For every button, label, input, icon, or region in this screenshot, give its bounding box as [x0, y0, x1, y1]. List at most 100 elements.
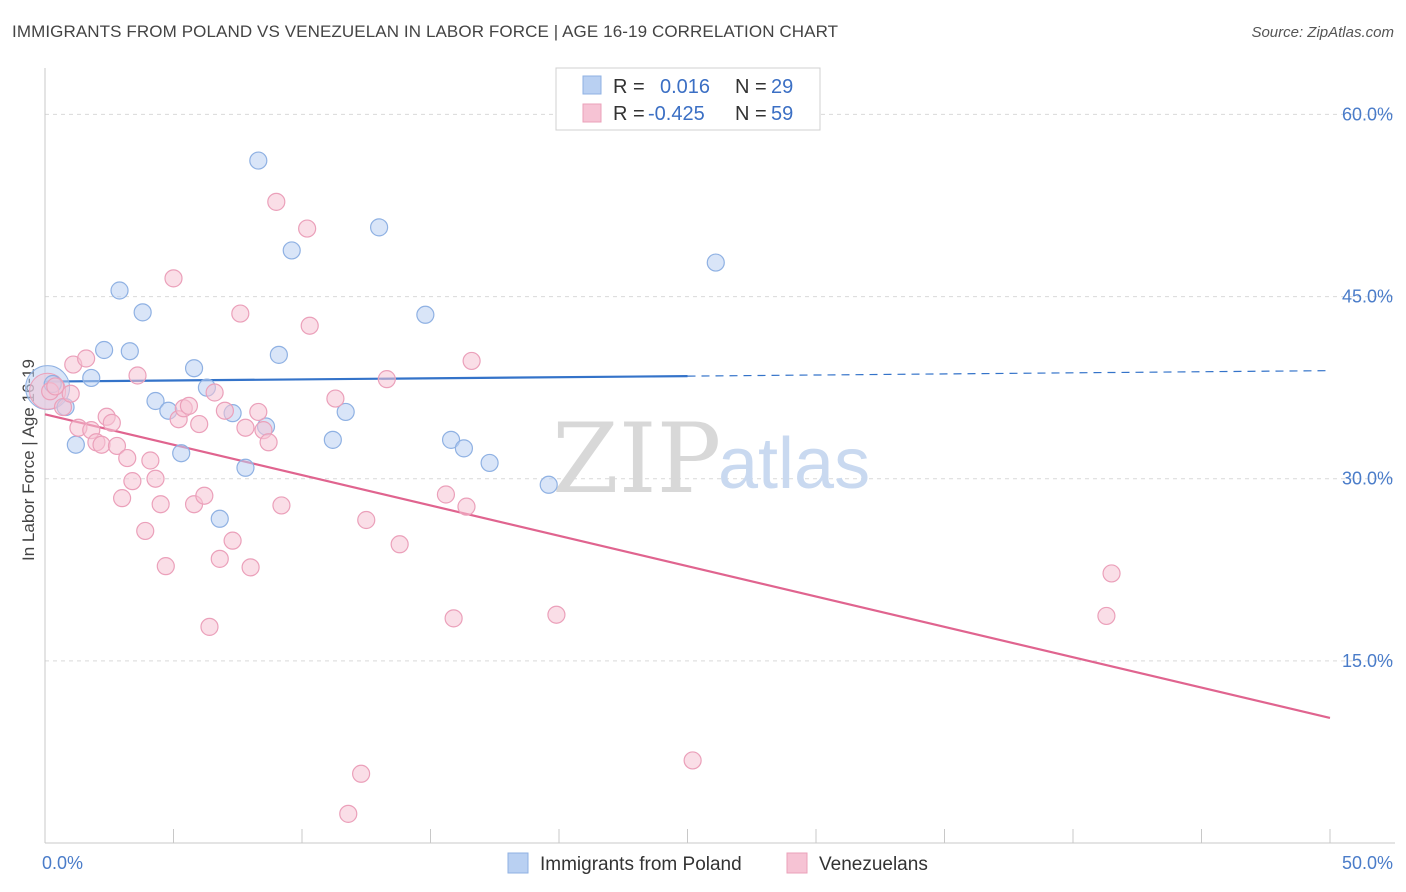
- point-venezuelans-12: [107, 436, 127, 456]
- point-venezuelans-25: [179, 396, 199, 415]
- point-venezuelans-32: [215, 401, 234, 420]
- legend-r-label-2: R =: [613, 103, 645, 125]
- legend-n-value-2: 59: [771, 103, 793, 125]
- point-poland-23: [416, 305, 435, 324]
- point-poland-26: [480, 453, 499, 473]
- legend-n-label-1: N =: [735, 76, 767, 98]
- point-venezuelans-22: [164, 269, 183, 288]
- point-venezuelans-47: [357, 510, 376, 530]
- point-venezuelans-3: [61, 384, 80, 403]
- y-tick-label-1: 30.0%: [1342, 469, 1393, 489]
- point-venezuelans-2: [53, 397, 73, 417]
- x-tick-label-0: 0.0%: [42, 853, 83, 873]
- point-venezuelans-53: [462, 351, 481, 371]
- point-venezuelans-28: [195, 486, 214, 505]
- point-poland-27: [539, 475, 558, 494]
- trend-lines: [44, 370, 1331, 719]
- point-venezuelans-43: [300, 316, 319, 335]
- watermark: ZIP atlas: [552, 403, 870, 515]
- trend-line-poland-dashed: [687, 370, 1331, 377]
- y-tick-label-3: 60.0%: [1342, 104, 1393, 124]
- legend-swatch-blue: [582, 75, 602, 95]
- legend-swatch-pink: [582, 103, 602, 123]
- point-venezuelans-13: [112, 489, 132, 508]
- legend-r-value-1: 0.016: [660, 76, 710, 98]
- point-venezuelans-1: [46, 377, 65, 396]
- point-venezuelans-48: [377, 370, 396, 389]
- series-legend-label-pink: Venezuelans: [819, 854, 928, 875]
- point-venezuelans-9: [92, 435, 111, 454]
- y-axis-label: In Labor Force | Age 16-19: [19, 359, 38, 561]
- point-venezuelans-44: [326, 389, 345, 408]
- watermark-atlas: atlas: [718, 424, 870, 504]
- point-venezuelans-49: [390, 535, 409, 554]
- point-venezuelans-55: [683, 751, 702, 770]
- series-legend-swatch-blue: [507, 852, 529, 874]
- point-venezuelans-34: [231, 304, 250, 323]
- point-venezuelans-41: [272, 496, 291, 515]
- point-venezuelans-52: [457, 497, 476, 516]
- point-venezuelans-21: [156, 557, 175, 576]
- point-venezuelans-39: [259, 433, 278, 452]
- point-poland-16: [249, 151, 268, 170]
- point-poland-10: [172, 444, 191, 463]
- point-venezuelans-54: [547, 605, 566, 624]
- point-poland-22: [370, 218, 389, 237]
- point-poland-20: [323, 430, 342, 449]
- point-poland-21: [336, 402, 355, 422]
- point-poland-3: [82, 368, 101, 388]
- point-venezuelans-31: [210, 549, 229, 568]
- source-label: Source: ZipAtlas.com: [1251, 24, 1394, 41]
- point-venezuelans-36: [241, 558, 260, 577]
- point-poland-2: [66, 435, 85, 454]
- point-venezuelans-30: [205, 383, 224, 402]
- point-poland-28: [706, 253, 725, 272]
- chart-title: IMMIGRANTS FROM POLAND VS VENEZUELAN IN …: [12, 22, 839, 41]
- point-venezuelans-14: [118, 448, 137, 468]
- point-venezuelans-37: [249, 402, 268, 422]
- x-tick-label-1: 50.0%: [1342, 853, 1393, 873]
- trend-line-venezuelans: [44, 413, 1331, 719]
- point-poland-4: [95, 340, 114, 360]
- legend-n-label-2: N =: [735, 103, 767, 125]
- point-poland-8: [146, 391, 165, 411]
- point-venezuelans-11: [102, 413, 121, 432]
- data-points: [25, 151, 1121, 823]
- point-venezuelans-57: [1102, 564, 1121, 583]
- point-venezuelans-17: [136, 521, 155, 541]
- grid-lines: [45, 113, 1395, 662]
- point-poland-25: [454, 439, 474, 458]
- series-legend-swatch-pink: [786, 852, 808, 874]
- point-venezuelans-16: [128, 366, 147, 385]
- point-poland-24: [441, 430, 461, 449]
- tick-labels: 15.0% 30.0% 45.0% 60.0% 0.0% 50.0%: [42, 104, 1393, 873]
- point-venezuelans-19: [146, 469, 165, 488]
- point-venezuelans-33: [223, 531, 242, 550]
- axes: [44, 68, 1395, 844]
- series-legend: Immigrants from Poland Venezuelans: [507, 852, 928, 875]
- point-poland-6: [120, 342, 139, 361]
- point-venezuelans-51: [444, 609, 463, 628]
- series-legend-label-blue: Immigrants from Poland: [540, 854, 742, 875]
- stats-legend: R = 0.016 N = 29 R = -0.425 N = 59: [555, 67, 821, 131]
- point-venezuelans-40: [267, 192, 286, 211]
- point-venezuelans-35: [236, 418, 255, 437]
- point-venezuelans-45: [339, 804, 358, 823]
- y-tick-label-2: 45.0%: [1342, 287, 1393, 307]
- point-venezuelans-20: [151, 495, 170, 514]
- point-venezuelans-56: [1097, 606, 1116, 626]
- trend-line-poland: [44, 375, 688, 383]
- legend-r-label-1: R =: [613, 76, 645, 98]
- point-poland-18: [269, 345, 288, 364]
- point-venezuelans-29: [200, 617, 219, 636]
- point-poland-7: [133, 303, 152, 322]
- point-venezuelans-50: [436, 485, 456, 504]
- point-poland-5: [110, 281, 129, 300]
- point-poland-11: [184, 359, 204, 378]
- point-venezuelans-27: [190, 414, 209, 434]
- y-tick-label-0: 15.0%: [1342, 651, 1393, 671]
- point-poland-15: [236, 458, 255, 477]
- watermark-zip: ZIP: [552, 403, 721, 515]
- point-venezuelans-42: [298, 219, 317, 238]
